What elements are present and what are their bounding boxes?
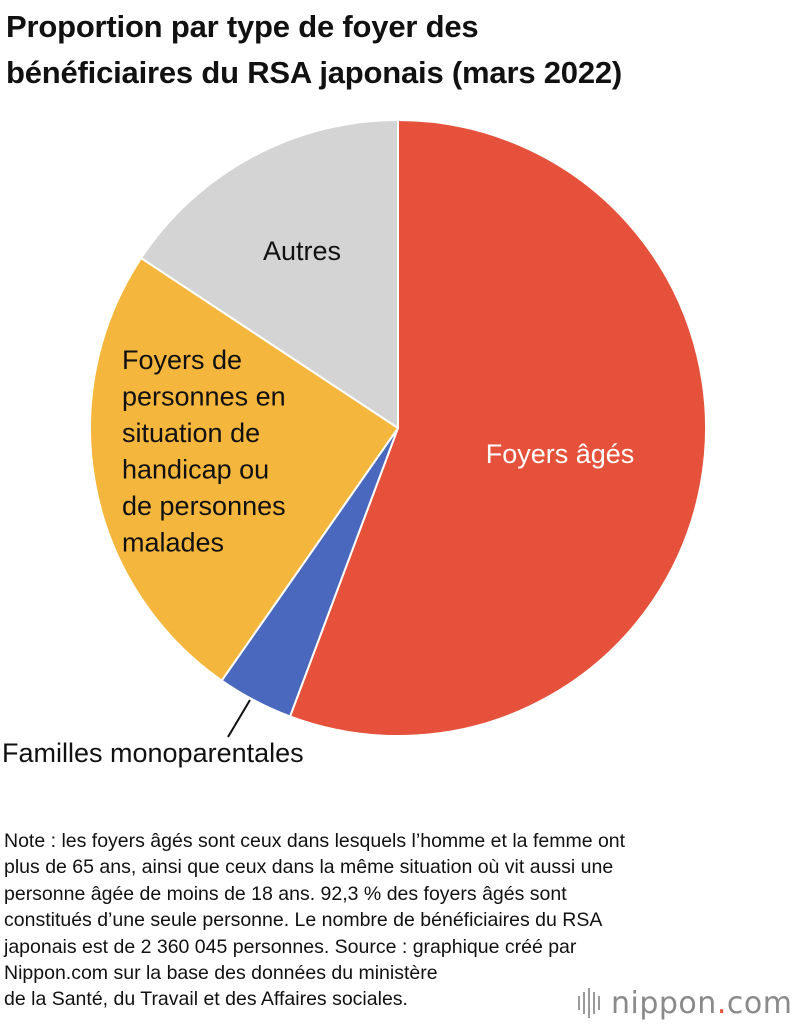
- logo-dot: .: [716, 985, 727, 1021]
- slice-label-line: situation de: [122, 418, 260, 448]
- note-line: Nippon.com sur la base des données du mi…: [4, 962, 438, 985]
- slice-label-line: personnes en: [122, 382, 286, 412]
- slice-label-line: Foyers de: [122, 345, 242, 375]
- chart-title-line: Proportion par type de foyer des: [6, 9, 479, 44]
- slice-label-line: handicap ou: [122, 455, 269, 485]
- pie-slice-foyers-âgés: [289, 119, 707, 737]
- slice-label: Autres: [263, 236, 341, 266]
- note-line: Note : les foyers âgés sont ceux dans le…: [4, 830, 626, 852]
- logo-name: nippon: [611, 985, 717, 1021]
- chart-note: Note : les foyers âgés sont ceux dans le…: [4, 828, 800, 1013]
- pie-chart: Foyers âgés Familles monoparentales Foyers…: [2, 119, 707, 768]
- slice-label-line: de personnes: [122, 491, 286, 521]
- note-line: plus de 65 ans, ainsi que ceux dans la m…: [4, 856, 614, 879]
- nippon-logo: nippon.com: [578, 983, 792, 1023]
- note-line: japonais est de 2 360 045 personnes. Sou…: [4, 935, 577, 958]
- logo-suffix: com: [726, 985, 793, 1021]
- pie-slices: [89, 119, 707, 737]
- note-line: personne âgée de moins de 18 ans. 92,3 %…: [4, 882, 567, 905]
- slice-label-line: Autres: [263, 236, 341, 266]
- pie-slice-autres: [140, 119, 399, 429]
- sound-bars-icon: [578, 988, 603, 1018]
- slice-label: Familles monoparentales: [2, 738, 304, 768]
- logo-wordmark: nippon.com: [611, 986, 792, 1021]
- slice-label: Foyers âgés: [486, 439, 635, 469]
- chart-title: Proportion par type de foyer des bénéfic…: [6, 4, 796, 96]
- slice-label-line: Foyers âgés: [486, 439, 635, 469]
- pie-slice-foyers-de-personnes-en-situation-de-handicap-ou-de-personnes-malades: [89, 257, 399, 682]
- note-line: de la Santé, du Travail et des Affaires …: [4, 988, 408, 1011]
- slice-label: Foyers de personnes en situation de handica…: [122, 345, 286, 558]
- leader-line: [227, 699, 251, 738]
- slice-label-line: Familles monoparentales: [2, 738, 304, 768]
- chart-title-line: bénéficiaires du RSA japonais (mars 2022…: [6, 55, 623, 90]
- pie-labels: Foyers âgés Familles monoparentales Foyers…: [2, 236, 634, 768]
- slice-label-line: malades: [122, 528, 224, 558]
- note-line: constitués d’une seule personne. Le nomb…: [4, 909, 603, 932]
